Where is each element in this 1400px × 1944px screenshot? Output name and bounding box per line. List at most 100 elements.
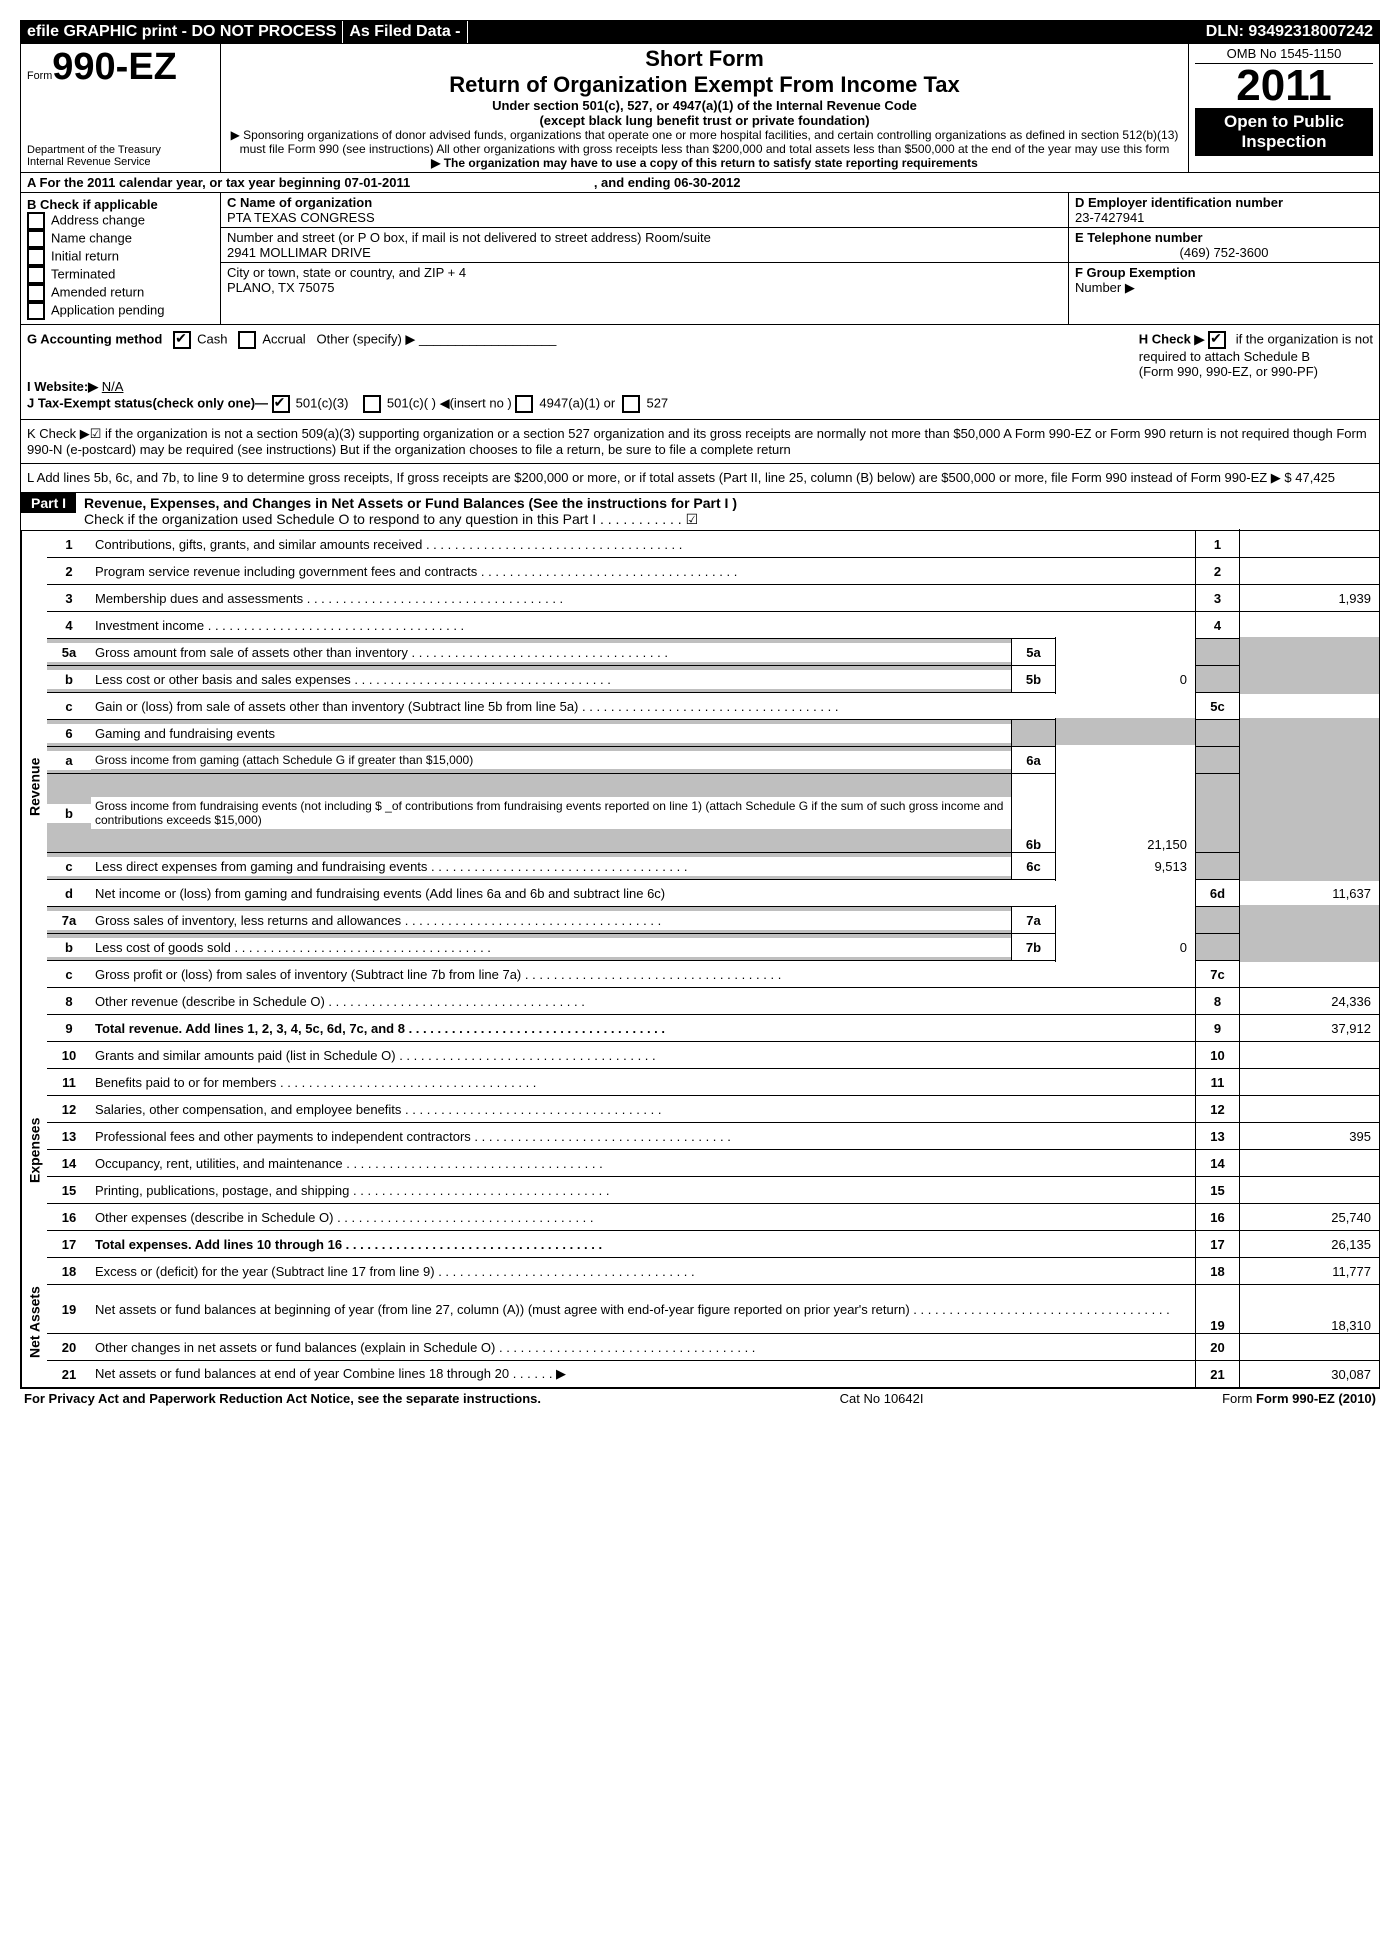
line-6a: aGross income from gaming (attach Schedu… — [47, 747, 1379, 774]
line-21: 21Net assets or fund balances at end of … — [47, 1361, 1379, 1387]
column-c: C Name of organization PTA TEXAS CONGRES… — [221, 193, 1069, 324]
f-label: F Group Exemption — [1075, 265, 1196, 280]
chk-amended-return[interactable]: Amended return — [27, 284, 214, 302]
k-block: K Check ▶☑ if the organization is not a … — [20, 420, 1380, 464]
line-13: 13Professional fees and other payments t… — [47, 1123, 1379, 1150]
expenses-label: Expenses — [21, 1042, 47, 1258]
column-b: B Check if applicable Address change Nam… — [21, 193, 221, 324]
column-d-e-f: D Employer identification number 23-7427… — [1069, 193, 1379, 324]
chk-accrual[interactable] — [238, 331, 256, 349]
phone-value: (469) 752-3600 — [1075, 245, 1373, 260]
form-note1: ▶ Sponsoring organizations of donor advi… — [227, 128, 1182, 156]
dept-irs: Internal Revenue Service — [27, 156, 214, 168]
netassets-table: Net Assets 18Excess or (deficit) for the… — [20, 1258, 1380, 1388]
line-9: 9Total revenue. Add lines 1, 2, 3, 4, 5c… — [47, 1015, 1379, 1042]
line-20: 20Other changes in net assets or fund ba… — [47, 1334, 1379, 1361]
line-5a: 5aGross amount from sale of assets other… — [47, 639, 1379, 666]
chk-application-pending[interactable]: Application pending — [27, 302, 214, 320]
chk-527[interactable] — [622, 395, 640, 413]
expenses-table: Expenses 10Grants and similar amounts pa… — [20, 1042, 1380, 1258]
c-city-label: City or town, state or country, and ZIP … — [227, 265, 1062, 280]
line-8: 8Other revenue (describe in Schedule O)8… — [47, 988, 1379, 1015]
line-6c: cLess direct expenses from gaming and fu… — [47, 853, 1379, 880]
section-b-through-f: B Check if applicable Address change Nam… — [20, 193, 1380, 325]
g-accounting: G Accounting method Cash Accrual Other (… — [27, 331, 556, 379]
form-prefix: Form — [27, 70, 52, 82]
line-16: 16Other expenses (describe in Schedule O… — [47, 1204, 1379, 1231]
line-7a: 7aGross sales of inventory, less returns… — [47, 907, 1379, 934]
dept-treasury: Department of the Treasury — [27, 144, 214, 156]
chk-4947[interactable] — [515, 395, 533, 413]
top-bar: efile GRAPHIC print - DO NOT PROCESS As … — [20, 20, 1380, 44]
ein-value: 23-7427941 — [1075, 210, 1373, 225]
c-addr-label: Number and street (or P O box, if mail i… — [227, 230, 1062, 245]
chk-initial-return[interactable]: Initial return — [27, 248, 214, 266]
line-2: 2Program service revenue including gover… — [47, 558, 1379, 585]
form-note2: ▶ The organization may have to use a cop… — [227, 156, 1182, 170]
header-left: Form990-EZ Department of the Treasury In… — [21, 44, 221, 172]
line-17: 17Total expenses. Add lines 10 through 1… — [47, 1231, 1379, 1258]
chk-cash[interactable] — [173, 331, 191, 349]
netassets-label: Net Assets — [21, 1258, 47, 1387]
line-18: 18Excess or (deficit) for the year (Subt… — [47, 1258, 1379, 1285]
line-10: 10Grants and similar amounts paid (list … — [47, 1042, 1379, 1069]
e-label: E Telephone number — [1075, 230, 1373, 245]
line-3: 3Membership dues and assessments31,939 — [47, 585, 1379, 612]
line-7c: cGross profit or (loss) from sales of in… — [47, 961, 1379, 988]
line-7b: bLess cost of goods sold7b0 — [47, 934, 1379, 961]
chk-name-change[interactable]: Name change — [27, 230, 214, 248]
form-subtitle2: (except black lung benefit trust or priv… — [227, 113, 1182, 128]
footer-left: For Privacy Act and Paperwork Reduction … — [24, 1391, 541, 1406]
footer-mid: Cat No 10642I — [840, 1391, 924, 1406]
open-public-label: Open to Public Inspection — [1195, 108, 1373, 156]
line-14: 14Occupancy, rent, utilities, and mainte… — [47, 1150, 1379, 1177]
f-label2: Number ▶ — [1075, 280, 1135, 295]
d-label: D Employer identification number — [1075, 195, 1373, 210]
line-6b: bGross income from fundraising events (n… — [47, 774, 1379, 853]
h-check: H Check ▶ if the organization is not req… — [1139, 331, 1373, 379]
i-website: I Website:▶ N/A — [27, 379, 1373, 395]
c-name-label: C Name of organization — [227, 195, 1062, 210]
dln-label: DLN: 93492318007242 — [1200, 21, 1379, 43]
j-tax-exempt: J Tax-Exempt status(check only one)— 501… — [27, 395, 1373, 413]
efile-notice: efile GRAPHIC print - DO NOT PROCESS — [21, 21, 343, 43]
revenue-label: Revenue — [21, 531, 47, 1042]
row-a: A For the 2011 calendar year, or tax yea… — [20, 173, 1380, 193]
org-city: PLANO, TX 75075 — [227, 280, 1062, 295]
short-form-label: Short Form — [227, 46, 1182, 72]
org-name: PTA TEXAS CONGRESS — [227, 210, 1062, 225]
line-5c: cGain or (loss) from sale of assets othe… — [47, 693, 1379, 720]
header: Form990-EZ Department of the Treasury In… — [20, 44, 1380, 173]
chk-terminated[interactable]: Terminated — [27, 266, 214, 284]
part1-header: Part I Revenue, Expenses, and Changes in… — [20, 493, 1380, 531]
line-4: 4Investment income4 — [47, 612, 1379, 639]
part1-label: Part I — [21, 493, 76, 513]
form-990ez-page: efile GRAPHIC print - DO NOT PROCESS As … — [20, 20, 1380, 1408]
l-block: L Add lines 5b, 6c, and 7b, to line 9 to… — [20, 464, 1380, 493]
form-number: 990-EZ — [52, 46, 177, 88]
chk-h[interactable] — [1208, 331, 1226, 349]
footer: For Privacy Act and Paperwork Reduction … — [20, 1388, 1380, 1408]
line-12: 12Salaries, other compensation, and empl… — [47, 1096, 1379, 1123]
line-19: 19Net assets or fund balances at beginni… — [47, 1285, 1379, 1334]
chk-address-change[interactable]: Address change — [27, 212, 214, 230]
header-right: OMB No 1545-1150 2011 Open to Public Ins… — [1189, 44, 1379, 172]
revenue-table: Revenue 1Contributions, gifts, grants, a… — [20, 531, 1380, 1042]
chk-501c3[interactable] — [272, 395, 290, 413]
tax-year: 2011 — [1195, 64, 1373, 108]
mid-block: G Accounting method Cash Accrual Other (… — [20, 325, 1380, 420]
as-filed-label: As Filed Data - — [343, 21, 467, 43]
line-11: 11Benefits paid to or for members11 — [47, 1069, 1379, 1096]
b-header: B Check if applicable — [27, 197, 214, 212]
part1-title: Revenue, Expenses, and Changes in Net As… — [76, 493, 1379, 530]
line-5b: bLess cost or other basis and sales expe… — [47, 666, 1379, 693]
footer-right: Form Form 990-EZ (2010) — [1222, 1391, 1376, 1406]
form-subtitle1: Under section 501(c), 527, or 4947(a)(1)… — [227, 98, 1182, 113]
line-1: 1Contributions, gifts, grants, and simil… — [47, 531, 1379, 558]
line-15: 15Printing, publications, postage, and s… — [47, 1177, 1379, 1204]
line-6d: dNet income or (loss) from gaming and fu… — [47, 880, 1379, 907]
line-6: 6Gaming and fundraising events — [47, 720, 1379, 747]
org-address: 2941 MOLLIMAR DRIVE — [227, 245, 1062, 260]
chk-501c[interactable] — [363, 395, 381, 413]
form-title: Return of Organization Exempt From Incom… — [227, 72, 1182, 98]
